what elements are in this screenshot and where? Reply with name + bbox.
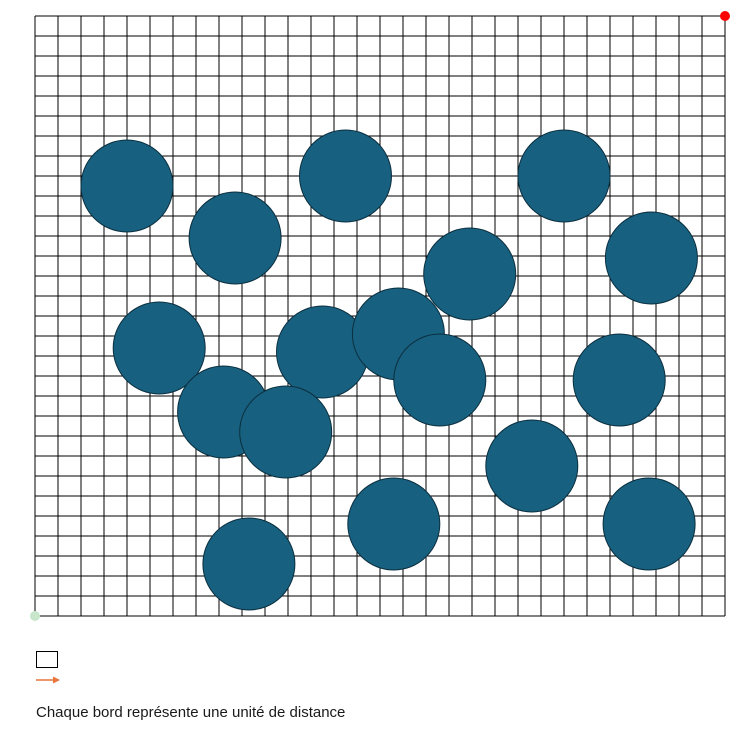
goal-marker	[720, 11, 730, 21]
grid-board	[0, 0, 756, 640]
arrow-right-icon	[36, 675, 62, 685]
obstacle-circle	[203, 518, 295, 610]
obstacle-circle	[348, 478, 440, 570]
legend-caption: Chaque bord représente une unité de dist…	[36, 704, 345, 721]
obstacle-circle	[573, 334, 665, 426]
obstacle-circle	[394, 334, 486, 426]
obstacle-circle	[240, 386, 332, 478]
obstacle-circle	[605, 212, 697, 304]
obstacle-circle	[81, 140, 173, 232]
obstacle-circle	[518, 130, 610, 222]
obstacle-circle	[424, 228, 516, 320]
start-marker	[30, 611, 40, 621]
obstacle-circle	[300, 130, 392, 222]
grid-cell-icon	[36, 651, 58, 668]
obstacle-circle	[486, 420, 578, 512]
obstacle-circle	[603, 478, 695, 570]
obstacle-circle	[189, 192, 281, 284]
